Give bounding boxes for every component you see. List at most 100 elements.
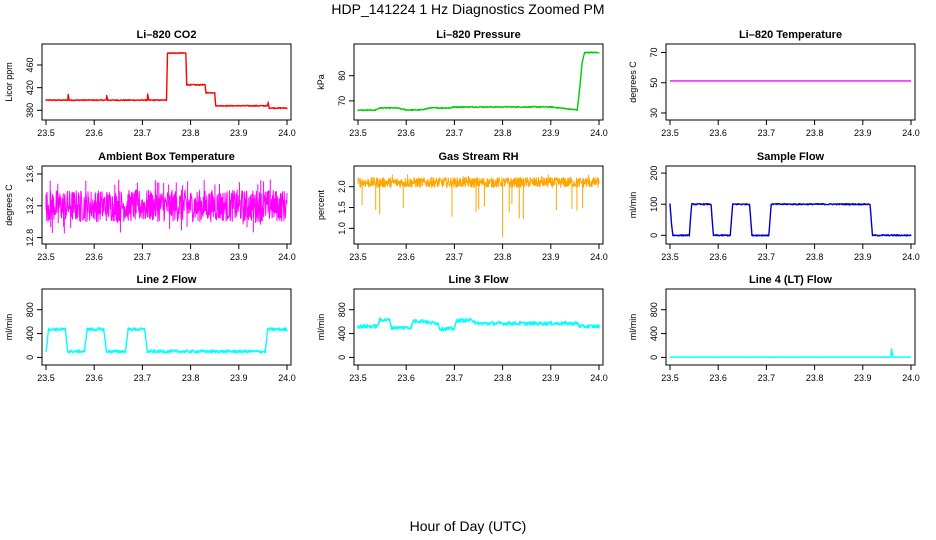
x-tick-label: 23.6 — [85, 128, 103, 138]
x-tick-label: 23.8 — [182, 128, 200, 138]
y-axis-label: ml/min — [628, 314, 638, 341]
x-tick-label: 24.0 — [278, 128, 296, 138]
panel-frame — [665, 288, 916, 366]
x-tick-label: 23.7 — [758, 373, 776, 383]
y-tick-label: 70 — [649, 48, 659, 58]
x-tick-label: 23.7 — [446, 128, 464, 138]
panel-7: Line 2 Flow ml/min 23.5 23.6 23.7 23.8 23.9 24.… — [4, 274, 296, 383]
y-tick-label: 50 — [649, 78, 659, 88]
y-tick-label: 460 — [25, 57, 35, 72]
x-tick-label: 23.6 — [397, 128, 415, 138]
y-axis-label: percent — [316, 189, 326, 220]
series-line — [669, 348, 912, 358]
x-tick-label: 24.0 — [590, 128, 608, 138]
y-tick-label: 400 — [25, 326, 35, 341]
x-tick-label: 23.5 — [661, 252, 679, 262]
x-tick-label: 23.6 — [709, 128, 727, 138]
x-tick-label: 23.6 — [85, 252, 103, 262]
x-tick-label: 23.6 — [709, 373, 727, 383]
panel-frame — [665, 165, 916, 245]
series-line — [45, 327, 288, 354]
y-axis-label: degrees C — [4, 184, 14, 226]
panel-frame — [353, 43, 604, 121]
x-tick-label: 23.9 — [230, 373, 248, 383]
x-axis-label: Hour of Day (UTC) — [409, 518, 527, 534]
x-tick-label: 23.8 — [494, 128, 512, 138]
panel-title: Li–820 Temperature — [739, 29, 842, 41]
x-tick-label: 23.7 — [134, 128, 152, 138]
y-tick-label: 80 — [337, 71, 347, 81]
y-tick-label: 70 — [337, 96, 347, 106]
x-tick-label: 23.8 — [182, 373, 200, 383]
panel-frame — [41, 165, 292, 245]
x-tick-label: 24.0 — [590, 373, 608, 383]
y-axis-label: Licor ppm — [4, 62, 14, 102]
x-tick-label: 23.8 — [806, 252, 824, 262]
y-tick-label: 800 — [25, 302, 35, 317]
panel-5: Gas Stream RH percent 23.5 23.6 23.7 23.8 23.9… — [316, 151, 608, 262]
x-tick-label: 23.8 — [182, 252, 200, 262]
panel-title: Sample Flow — [757, 151, 825, 163]
x-tick-label: 23.5 — [37, 373, 55, 383]
panel-title: Gas Stream RH — [438, 151, 518, 163]
panel-frame — [353, 288, 604, 366]
panel-8: Line 3 Flow ml/min 23.5 23.6 23.7 23.8 23.9 24.… — [316, 274, 608, 383]
series-line — [45, 189, 288, 223]
x-tick-label: 24.0 — [902, 373, 920, 383]
x-tick-label: 23.5 — [349, 373, 367, 383]
panel-frame — [353, 165, 604, 245]
y-tick-label: 0 — [337, 355, 347, 360]
x-tick-label: 23.9 — [230, 128, 248, 138]
panel-title: Li–820 Pressure — [436, 29, 520, 41]
x-tick-label: 23.8 — [494, 252, 512, 262]
panel-1: Li–820 CO2 Licor ppm 23.5 23.6 23.7 23.8 23.9 2… — [4, 29, 296, 138]
x-tick-label: 23.9 — [542, 128, 560, 138]
y-tick-label: 0 — [649, 233, 659, 238]
y-tick-label: 2.0 — [337, 180, 347, 193]
y-axis-label: ml/min — [316, 314, 326, 341]
x-tick-label: 23.5 — [37, 252, 55, 262]
panel-title: Line 4 (LT) Flow — [749, 274, 832, 286]
x-tick-label: 23.9 — [542, 373, 560, 383]
panel-title: Line 2 Flow — [137, 274, 197, 286]
y-axis-label: kPa — [316, 74, 326, 90]
x-tick-label: 23.7 — [758, 128, 776, 138]
x-tick-label: 23.6 — [397, 373, 415, 383]
x-tick-label: 24.0 — [278, 373, 296, 383]
y-tick-label: 100 — [649, 197, 659, 212]
y-axis-label: ml/min — [628, 192, 638, 219]
x-tick-label: 24.0 — [278, 252, 296, 262]
y-tick-label: 0 — [25, 355, 35, 360]
y-tick-label: 400 — [649, 326, 659, 341]
panel-title: Line 3 Flow — [449, 274, 509, 286]
x-tick-label: 23.9 — [542, 252, 560, 262]
panel-frame — [41, 288, 292, 366]
panel-3: Li–820 Temperature degrees C 23.5 23.6 23.7 2… — [628, 29, 920, 138]
x-tick-label: 23.7 — [446, 252, 464, 262]
x-tick-label: 23.8 — [806, 128, 824, 138]
x-tick-label: 23.5 — [661, 373, 679, 383]
panel-4: Ambient Box Temperature degrees C 23.5 23.6… — [4, 151, 296, 262]
panel-9: Line 4 (LT) Flow ml/min 23.5 23.6 23.7 23.8 23… — [628, 274, 920, 383]
y-tick-label: 420 — [25, 80, 35, 95]
x-tick-label: 23.9 — [230, 252, 248, 262]
series-line — [669, 202, 912, 237]
panel-frame — [41, 43, 292, 121]
x-tick-label: 23.9 — [854, 128, 872, 138]
y-tick-label: 13.2 — [25, 197, 35, 215]
x-tick-label: 23.8 — [806, 373, 824, 383]
x-tick-label: 24.0 — [902, 128, 920, 138]
y-tick-label: 1.5 — [337, 201, 347, 214]
series-line — [357, 177, 600, 188]
y-axis-label: ml/min — [4, 314, 14, 341]
x-tick-label: 23.7 — [134, 252, 152, 262]
y-tick-label: 200 — [649, 166, 659, 181]
y-tick-label: 400 — [337, 326, 347, 341]
x-tick-label: 23.9 — [854, 252, 872, 262]
y-tick-label: 380 — [25, 103, 35, 118]
panel-title: Li–820 CO2 — [137, 29, 197, 41]
x-tick-label: 23.5 — [37, 128, 55, 138]
x-tick-label: 23.5 — [349, 252, 367, 262]
x-tick-label: 23.6 — [709, 252, 727, 262]
